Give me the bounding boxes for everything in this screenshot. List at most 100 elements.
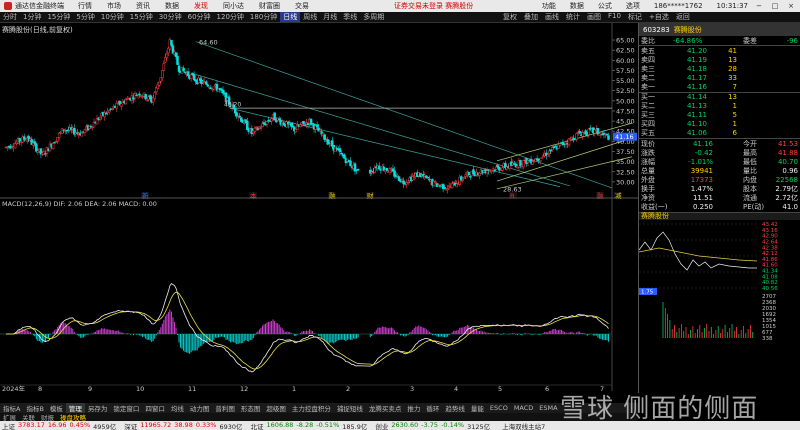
menu-shichang[interactable]: 市场: [107, 2, 121, 10]
candle-body: [514, 163, 518, 167]
minimize-icon[interactable]: −: [756, 2, 762, 10]
menu-xuanxiang[interactable]: 选项: [625, 2, 640, 10]
bid-row[interactable]: 买四 41.10 1: [641, 120, 737, 129]
tool-fuquan[interactable]: 复权: [503, 13, 517, 21]
indicator-tab[interactable]: 推力: [407, 405, 421, 413]
period-10min[interactable]: 10分钟: [100, 13, 124, 21]
tool-diejia[interactable]: 叠加: [524, 13, 538, 21]
menu-zixun[interactable]: 资讯: [136, 2, 150, 10]
close-icon[interactable]: ×: [788, 2, 794, 10]
period-180min[interactable]: 180分钟: [249, 13, 278, 21]
period-30min[interactable]: 30分钟: [158, 13, 182, 21]
indicator-tab[interactable]: ESMA: [539, 404, 558, 412]
intraday-vol-label: 2030: [762, 306, 776, 312]
ask-row[interactable]: 卖五 41.20 41: [641, 46, 737, 55]
indicator-tab[interactable]: 量能: [470, 405, 484, 413]
bid-row[interactable]: 买三 41.11 5: [641, 111, 737, 120]
indicator-tab[interactable]: 主力控盘积分: [291, 405, 331, 413]
period-multi[interactable]: 多周期: [363, 13, 385, 21]
menu-hangqing[interactable]: 行情: [78, 2, 92, 10]
ask-row[interactable]: 卖四 41.19 13: [641, 55, 737, 64]
period-fenshi[interactable]: 分时: [3, 13, 17, 21]
period-15min[interactable]: 15分钟: [129, 13, 153, 21]
period-daily[interactable]: 日线: [280, 12, 301, 22]
sub-tab[interactable]: 扩展: [3, 414, 16, 422]
indicator-tab[interactable]: 指标B: [26, 405, 44, 413]
intraday-chart[interactable]: 43.4243.1642.9042.6442.3842.1241.8641.60…: [638, 219, 800, 342]
indicator-tab[interactable]: ESCO: [489, 404, 508, 412]
sub-tab[interactable]: 操盘攻略: [60, 414, 86, 422]
ask-row[interactable]: 卖三 41.18 28: [641, 64, 737, 73]
ask-row[interactable]: 卖二 41.17 33: [641, 73, 737, 82]
kline-chart[interactable]: 赛腾股份(日线,前复权) 65.00 62.50 60.00 57.50 55.00 52…: [0, 23, 638, 393]
menu-gongshi[interactable]: 公式: [597, 2, 612, 10]
tool-biaoji[interactable]: 标记: [627, 13, 642, 21]
indicator-tab[interactable]: 锁定窗口: [113, 405, 140, 413]
tool-add-watch[interactable]: +自选: [648, 13, 669, 21]
indicator-tab[interactable]: 均线: [170, 405, 184, 413]
index-quote[interactable]: 创业 2630.60 -3.75 -0.14% 3125亿: [375, 420, 491, 430]
menu-shuju[interactable]: 数据: [165, 2, 179, 10]
period-weekly[interactable]: 周线: [303, 13, 318, 21]
menu-gongneng[interactable]: 功能: [541, 2, 556, 10]
bid-row[interactable]: 买二 41.13 1: [641, 102, 737, 111]
candle-body: [551, 146, 554, 150]
indicator-tab[interactable]: 超级图: [266, 405, 286, 413]
tool-back[interactable]: 返回: [675, 13, 690, 21]
index-quote[interactable]: 深证 11965.72 38.98 0.33% 6930亿: [124, 420, 243, 430]
period-1min[interactable]: 1分钟: [23, 13, 42, 21]
indicator-tab[interactable]: 捕捉短线: [336, 405, 363, 413]
stat-row: 涨跌 -0.42 最高 41.88: [641, 148, 798, 157]
bid-row[interactable]: 买五 41.06 6: [641, 129, 737, 138]
period-monthly[interactable]: 月线: [323, 13, 338, 21]
server-status[interactable]: 上海双线主站7: [502, 422, 546, 430]
sub-tab[interactable]: 关联: [22, 414, 35, 422]
index-quote[interactable]: 北证 1606.88 -8.28 -0.51% 185.9亿: [250, 420, 368, 430]
bid-row[interactable]: 买一 41.14 13: [641, 93, 737, 102]
menu-faxian[interactable]: 发现: [194, 2, 208, 10]
event-marker[interactable]: 融: [329, 191, 336, 200]
event-marker[interactable]: 新: [142, 191, 149, 200]
period-120min[interactable]: 120分钟: [216, 13, 244, 21]
ask-row[interactable]: 卖一 41.16 7: [641, 83, 737, 92]
indicator-tab[interactable]: 普利图: [215, 405, 235, 413]
period-quarterly[interactable]: 季线: [343, 13, 358, 21]
indicator-tab[interactable]: 趋势线: [445, 405, 465, 413]
kline-svg[interactable]: 赛腾股份(日线,前复权) 65.0062.5060.0057.5055.0052…: [0, 23, 638, 393]
indicator-tab[interactable]: MACD: [513, 404, 534, 412]
indicator-tab[interactable]: 动力图: [189, 405, 210, 413]
indicator-tab[interactable]: 四窗口: [145, 405, 165, 413]
candle-body: [513, 163, 516, 165]
event-marker[interactable]: 减: [615, 191, 622, 200]
period-15min-a[interactable]: 15分钟: [47, 13, 71, 21]
period-60min[interactable]: 60分钟: [187, 13, 211, 21]
event-marker[interactable]: 融: [597, 191, 604, 200]
event-marker[interactable]: 财: [367, 191, 374, 200]
tool-tongji[interactable]: 统计: [566, 13, 580, 21]
index-quote[interactable]: 上证 3783.17 16.96 0.45% 4959亿: [2, 420, 117, 430]
sub-tab[interactable]: 财报: [41, 414, 54, 422]
indicator-tab[interactable]: 管理: [65, 403, 85, 413]
indicator-tab[interactable]: 另存为: [87, 405, 108, 413]
event-marker-bg: [328, 192, 336, 199]
event-marker[interactable]: 本: [250, 191, 257, 200]
user-account[interactable]: 186*****1762: [653, 2, 703, 10]
menu-caifuquan[interactable]: 财富圈: [259, 2, 280, 10]
menu-tongxiaoda[interactable]: 同小达: [223, 2, 244, 10]
indicator-tab[interactable]: 循环: [426, 405, 440, 413]
indicator-tab[interactable]: 龙腾买卖点: [368, 405, 402, 413]
login-notice[interactable]: 证券交易未登录 赛腾股份: [394, 2, 474, 10]
tool-f10[interactable]: F10: [608, 12, 621, 20]
menu-jiaoyi[interactable]: 交易: [295, 2, 309, 10]
event-marker[interactable]: B: [510, 192, 514, 200]
candle-body: [323, 134, 326, 141]
period-5min[interactable]: 5分钟: [76, 13, 95, 21]
candle-body: [159, 77, 163, 82]
tool-huatu[interactable]: 画图: [587, 13, 601, 21]
tool-huaxian[interactable]: 画线: [545, 13, 559, 21]
menu-shuju2[interactable]: 数据: [569, 2, 584, 10]
maximize-icon[interactable]: □: [771, 2, 779, 10]
indicator-tab[interactable]: 模板: [49, 405, 63, 413]
indicator-tab[interactable]: 指标A: [3, 405, 21, 413]
indicator-tab[interactable]: 形态图: [240, 405, 261, 413]
